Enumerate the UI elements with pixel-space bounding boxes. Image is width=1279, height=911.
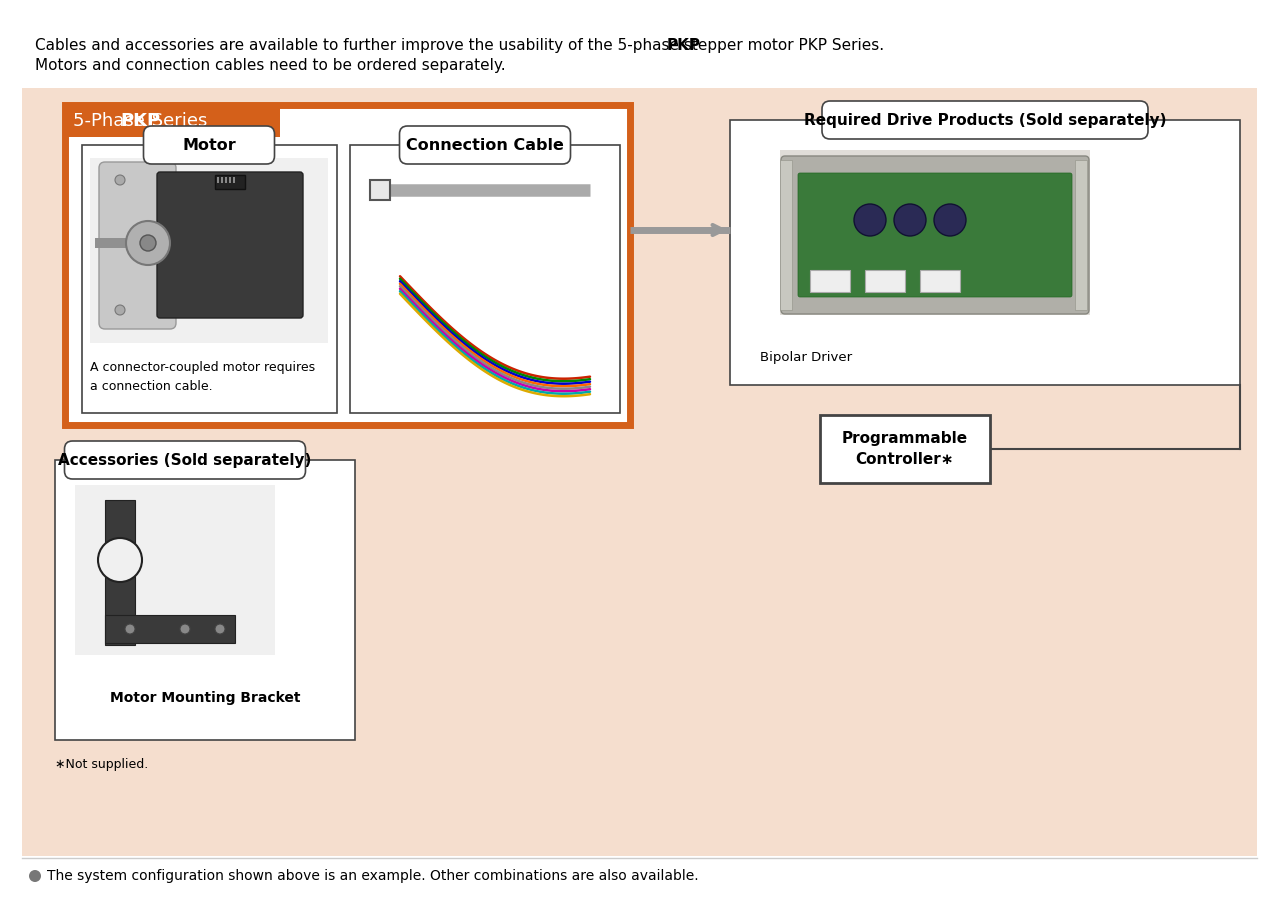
Bar (215, 175, 246, 189)
Bar (810, 270, 851, 292)
Bar (90, 158, 327, 343)
Bar (229, 177, 231, 183)
Text: 5-Phase: 5-Phase (73, 112, 151, 130)
Text: Series: Series (146, 112, 207, 130)
FancyBboxPatch shape (798, 173, 1072, 297)
Bar (65, 105, 631, 425)
Bar (370, 180, 390, 200)
Bar (780, 150, 1090, 315)
FancyBboxPatch shape (98, 162, 177, 329)
Bar (55, 460, 356, 740)
Bar (233, 177, 235, 183)
Bar (225, 177, 226, 183)
Bar (865, 270, 906, 292)
Text: Motor Mounting Bracket: Motor Mounting Bracket (110, 691, 301, 705)
Text: The system configuration shown above is an example. Other combinations are also : The system configuration shown above is … (47, 869, 698, 883)
Bar (820, 415, 990, 483)
Bar (730, 120, 1241, 385)
Text: Required Drive Products (Sold separately): Required Drive Products (Sold separately… (803, 112, 1166, 128)
Circle shape (115, 305, 125, 315)
Text: PKP: PKP (666, 38, 701, 53)
FancyBboxPatch shape (399, 126, 570, 164)
FancyBboxPatch shape (143, 126, 275, 164)
Text: Cables and accessories are available to further improve the usability of the 5-p: Cables and accessories are available to … (35, 38, 884, 53)
Circle shape (894, 204, 926, 236)
Circle shape (115, 175, 125, 185)
Text: Accessories (Sold separately): Accessories (Sold separately) (59, 453, 312, 467)
Text: ∗Not supplied.: ∗Not supplied. (55, 758, 148, 771)
FancyBboxPatch shape (64, 441, 306, 479)
Bar (105, 500, 136, 645)
Bar (1076, 160, 1087, 310)
Text: Programmable
Controller∗: Programmable Controller∗ (842, 431, 968, 467)
Circle shape (139, 235, 156, 251)
Bar (95, 238, 150, 248)
Circle shape (215, 624, 225, 634)
Circle shape (934, 204, 966, 236)
Circle shape (29, 870, 41, 882)
Bar (920, 270, 961, 292)
Circle shape (854, 204, 886, 236)
Text: A connector-coupled motor requires
a connection cable.: A connector-coupled motor requires a con… (90, 361, 315, 393)
Bar (75, 485, 275, 655)
Circle shape (125, 624, 136, 634)
Text: Motor: Motor (182, 138, 235, 152)
Bar (65, 105, 280, 137)
Circle shape (127, 221, 170, 265)
FancyBboxPatch shape (781, 156, 1088, 314)
Circle shape (98, 538, 142, 582)
FancyBboxPatch shape (822, 101, 1149, 139)
Bar (217, 177, 219, 183)
Text: Bipolar Driver: Bipolar Driver (760, 351, 852, 363)
Bar (350, 145, 620, 413)
Bar (221, 177, 223, 183)
Circle shape (180, 624, 191, 634)
Bar (105, 615, 235, 643)
Bar (22, 88, 1257, 856)
Bar (82, 145, 336, 413)
Bar (780, 160, 792, 310)
Text: Connection Cable: Connection Cable (405, 138, 564, 152)
Text: Motors and connection cables need to be ordered separately.: Motors and connection cables need to be … (35, 58, 505, 73)
Text: PKP: PKP (120, 112, 161, 130)
FancyBboxPatch shape (157, 172, 303, 318)
